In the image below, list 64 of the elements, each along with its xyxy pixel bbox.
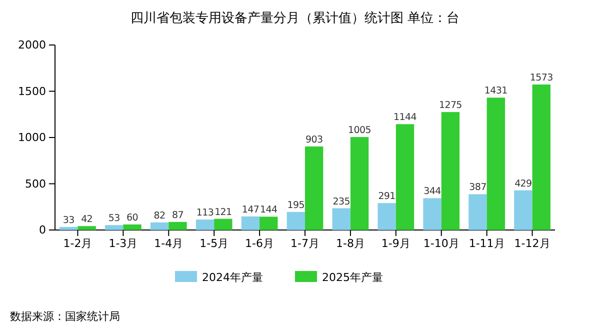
bar (105, 225, 124, 230)
x-tick-label: 1-8月 (336, 236, 365, 250)
bar (214, 218, 232, 230)
legend-label: 2024年产量 (202, 271, 263, 284)
x-tick-label: 1-3月 (108, 236, 138, 250)
bar (196, 220, 214, 230)
data-label: 33 (62, 214, 75, 226)
data-label: 53 (108, 213, 120, 224)
x-tick-label: 1-7月 (290, 236, 320, 250)
bar (532, 84, 550, 230)
x-tick-label: 1-10月 (423, 236, 460, 250)
data-label: 60 (126, 212, 138, 224)
data-label: 344 (424, 186, 442, 198)
y-tick-label: 1500 (18, 84, 46, 98)
x-tick-label: 1-6月 (245, 236, 274, 250)
bar (78, 226, 96, 230)
bar (260, 216, 278, 230)
data-label: 195 (287, 200, 305, 211)
data-label: 1573 (530, 72, 554, 84)
data-label: 121 (214, 206, 232, 218)
bar (286, 212, 305, 230)
bar (168, 222, 187, 230)
y-tick-label: 500 (25, 177, 46, 190)
data-label: 387 (469, 182, 487, 194)
y-tick-label: 0 (39, 224, 46, 237)
x-tick-label: 1-2月 (63, 236, 92, 250)
chart-title: 四川省包装专用设备产量分月（累计值）统计图 单位：台 (130, 11, 460, 26)
bar (241, 216, 260, 230)
data-label: 1431 (484, 86, 508, 97)
x-tick-label: 1-9月 (381, 236, 410, 250)
data-label: 1005 (348, 125, 372, 136)
x-tick-label: 1-5月 (200, 236, 229, 250)
data-label: 903 (305, 134, 323, 146)
bar (396, 124, 414, 230)
bar (468, 194, 487, 230)
data-label: 147 (242, 204, 260, 216)
data-label: 235 (332, 196, 350, 208)
bar (378, 203, 396, 230)
bar (60, 226, 78, 230)
data-label: 144 (260, 204, 278, 216)
bar (305, 146, 324, 230)
data-label: 87 (172, 210, 184, 221)
y-tick-label: 1000 (18, 131, 46, 144)
data-label: 1144 (394, 112, 417, 124)
bar (486, 98, 505, 230)
x-tick-label: 1-4月 (154, 236, 184, 250)
data-label: 429 (514, 178, 532, 190)
x-tick-label: 1-11月 (468, 236, 505, 250)
y-tick-label: 2000 (18, 38, 46, 52)
bar (150, 222, 169, 230)
data-label: 113 (196, 208, 214, 219)
bar (350, 137, 369, 230)
bar (514, 190, 532, 230)
data-label: 42 (81, 214, 93, 226)
data-label: 1275 (438, 100, 462, 112)
bar (441, 112, 460, 230)
bar (332, 208, 350, 230)
data-label: 82 (154, 210, 166, 222)
bar (123, 224, 142, 230)
data-label: 291 (378, 191, 396, 202)
x-tick-label: 1-12月 (514, 236, 550, 250)
bar (423, 198, 442, 230)
legend-label: 2025年产量 (322, 271, 383, 284)
source-note: 数据来源：国家统计局 (10, 310, 120, 323)
